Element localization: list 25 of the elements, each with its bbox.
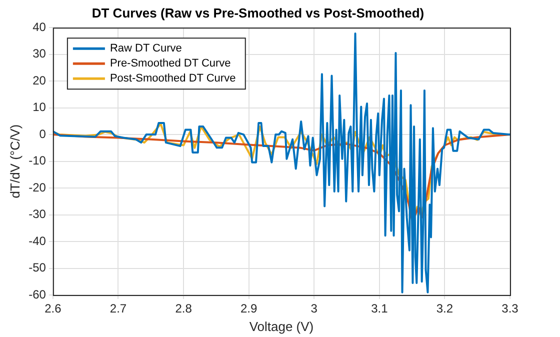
legend-label: Raw DT Curve (110, 42, 182, 55)
x-axis-title: Voltage (V) (249, 318, 314, 334)
y-tick-label: -60 (28, 287, 46, 302)
x-tick-label: 3.1 (371, 302, 388, 316)
y-tick-label: 40 (32, 20, 46, 34)
x-tick-label: 2.8 (175, 302, 192, 316)
x-tick-label: 3.2 (436, 302, 454, 316)
legend-label: Pre-Smoothed DT Curve (110, 58, 231, 70)
y-tick-label: -20 (28, 180, 46, 194)
x-tick-label: 3 (310, 302, 318, 316)
y-tick-label: -10 (28, 154, 46, 168)
y-tick-label: 30 (32, 46, 46, 61)
y-tick-label: -50 (28, 260, 46, 275)
chart-title: DT Curves (Raw vs Pre-Smoothed vs Post-Smoothed) (92, 5, 424, 20)
y-tick-label: -40 (28, 234, 46, 248)
x-tick-label: 2.9 (240, 302, 258, 316)
x-tick-label: 2.7 (110, 302, 127, 316)
y-tick-label: 10 (32, 100, 46, 114)
x-tick-label: 2.6 (44, 302, 62, 316)
y-tick-label: 20 (32, 73, 46, 88)
y-axis-title: dT/dV (°C/V) (7, 124, 22, 198)
y-tick-label: -30 (28, 207, 46, 222)
legend-label: Post-Smoothed DT Curve (110, 72, 236, 85)
x-tick-label: 3.3 (502, 302, 519, 316)
y-tick-label: 0 (39, 126, 46, 141)
